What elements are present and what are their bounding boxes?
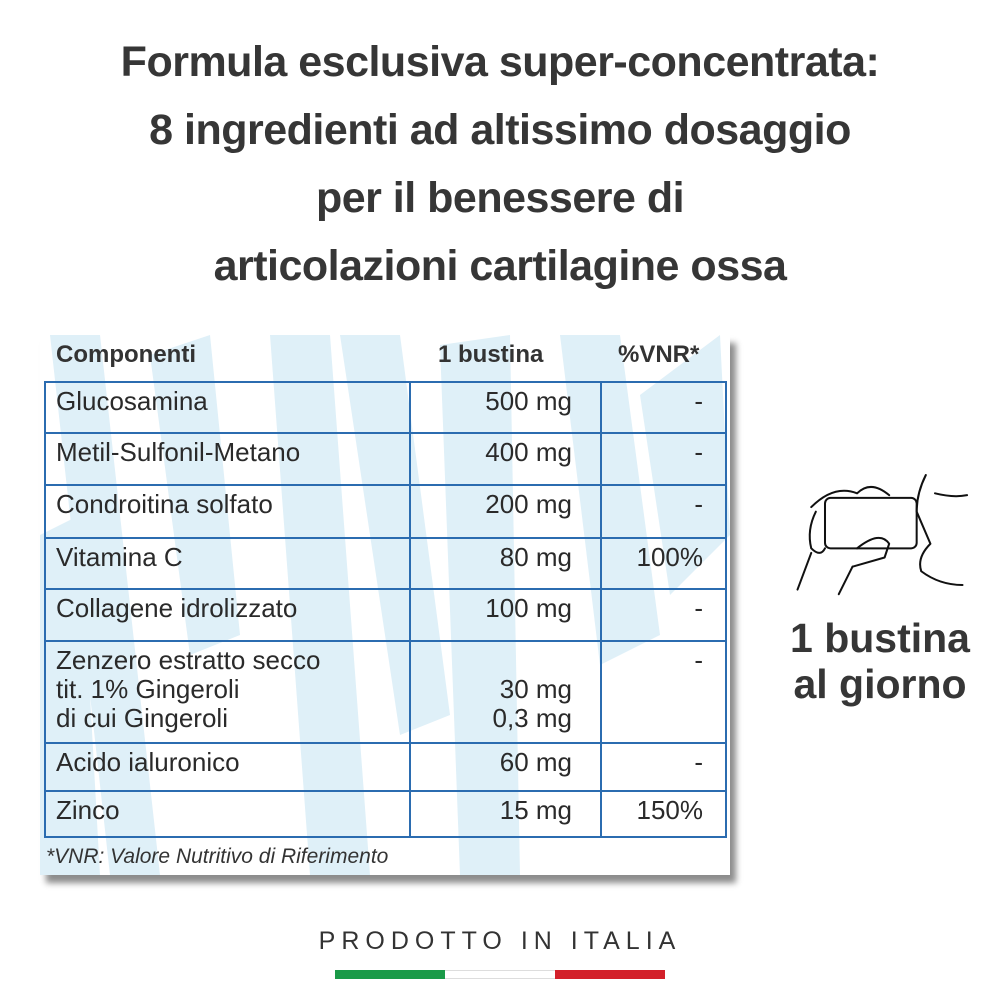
component-name: Vitamina C bbox=[44, 537, 411, 590]
component-name: Collagene idrolizzato bbox=[44, 588, 411, 642]
amount-per-sachet: 80 mg bbox=[409, 537, 602, 590]
table-row: Glucosamina 500 mg - bbox=[44, 381, 727, 434]
amount-per-sachet: 100 mg bbox=[409, 588, 602, 642]
vnr-percent: - bbox=[600, 742, 727, 792]
table-row: Zenzero estratto secco tit. 1% Gingeroli… bbox=[44, 640, 727, 744]
amount-per-sachet: 30 mg 0,3 mg bbox=[409, 640, 602, 744]
vnr-percent: - bbox=[600, 381, 727, 434]
component-name: Acido ialuronico bbox=[44, 742, 411, 792]
table-row: Metil-Sulfonil-Metano 400 mg - bbox=[44, 432, 727, 486]
table-row: Zinco 15 mg 150% bbox=[44, 790, 727, 838]
vnr-percent: 100% bbox=[600, 537, 727, 590]
amount-per-sachet: 15 mg bbox=[409, 790, 602, 838]
vnr-percent: - bbox=[600, 588, 727, 642]
dosage-line: al giorno bbox=[793, 661, 967, 707]
amount-per-sachet: 200 mg bbox=[409, 484, 602, 539]
component-name: Glucosamina bbox=[44, 381, 411, 434]
flag-white bbox=[445, 970, 555, 979]
nutrition-table: Glucosamina 500 mg - Metil-Sulfonil-Metano 4… bbox=[44, 381, 727, 838]
headline: Formula esclusiva super-concentrata: 8 i… bbox=[0, 28, 1000, 300]
component-name: Zenzero estratto secco tit. 1% Gingeroli… bbox=[44, 640, 411, 744]
component-name: Metil-Sulfonil-Metano bbox=[44, 432, 411, 486]
table-row: Vitamina C 80 mg 100% bbox=[44, 537, 727, 590]
headline-line: 8 ingredienti ad altissimo dosaggio bbox=[149, 106, 851, 154]
vnr-percent: 150% bbox=[600, 790, 727, 838]
vnr-percent: - bbox=[600, 484, 727, 539]
vnr-percent: - bbox=[600, 640, 727, 744]
amount-per-sachet: 400 mg bbox=[409, 432, 602, 486]
table-row: Acido ialuronico 60 mg - bbox=[44, 742, 727, 792]
footnote: *VNR: Valore Nutritivo di Riferimento bbox=[46, 845, 389, 868]
headline-line: Formula esclusiva super-concentrata: bbox=[120, 38, 880, 86]
component-name: Zinco bbox=[44, 790, 411, 838]
header-componenti: Componenti bbox=[56, 341, 196, 368]
drinking-glass-hands-icon bbox=[796, 473, 969, 596]
dosage-label: 1 bustina al giorno bbox=[775, 615, 985, 707]
dosage-line: 1 bustina bbox=[790, 615, 970, 661]
table-header: Componenti 1 bustina %VNR* bbox=[40, 335, 730, 380]
headline-line: per il benessere di bbox=[315, 174, 685, 222]
nutrition-table-panel: Componenti 1 bustina %VNR* Glucosamina 50… bbox=[40, 335, 730, 875]
amount-per-sachet: 500 mg bbox=[409, 381, 602, 434]
made-in-italy-label: PRODOTTO IN ITALIA bbox=[318, 927, 682, 955]
header-bustina: 1 bustina bbox=[438, 341, 544, 368]
flag-green bbox=[335, 970, 445, 979]
headline-line: articolazioni cartilagine ossa bbox=[213, 242, 787, 290]
italian-flag-bar bbox=[335, 970, 665, 979]
vnr-percent: - bbox=[600, 432, 727, 486]
table-row: Collagene idrolizzato 100 mg - bbox=[44, 588, 727, 642]
amount-per-sachet: 60 mg bbox=[409, 742, 602, 792]
header-vnr: %VNR* bbox=[618, 341, 700, 368]
table-row: Condroitina solfato 200 mg - bbox=[44, 484, 727, 539]
flag-red bbox=[555, 970, 665, 979]
component-name: Condroitina solfato bbox=[44, 484, 411, 539]
